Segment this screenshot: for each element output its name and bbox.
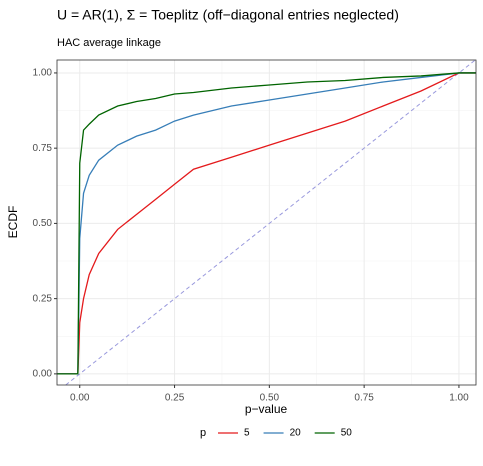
y-tick-label: 0.50 bbox=[33, 218, 53, 229]
x-tick-label: 1.00 bbox=[449, 393, 469, 404]
x-tick-label: 0.50 bbox=[260, 393, 280, 404]
chart-subtitle: HAC average linkage bbox=[57, 37, 161, 49]
legend-label: 5 bbox=[244, 428, 250, 439]
legend-title: p bbox=[200, 427, 206, 439]
legend-label: 20 bbox=[290, 428, 302, 439]
chart-title: U = AR(1), Σ = Toeplitz (off−diagonal en… bbox=[57, 7, 399, 23]
x-tick-label: 0.25 bbox=[165, 393, 185, 404]
ecdf-line bbox=[57, 72, 476, 375]
legend-label: 50 bbox=[341, 428, 353, 439]
panel-border bbox=[56, 59, 477, 386]
ecdf-line bbox=[57, 72, 476, 375]
x-tick-label: 0.00 bbox=[70, 393, 90, 404]
y-tick-label: 0.00 bbox=[33, 369, 53, 380]
x-axis-label: p−value bbox=[245, 402, 288, 416]
x-tick-label: 0.75 bbox=[354, 393, 374, 404]
ecdf-line bbox=[57, 72, 476, 375]
reference-line bbox=[65, 59, 476, 386]
y-tick-label: 1.00 bbox=[33, 68, 53, 79]
y-tick-label: 0.75 bbox=[33, 143, 53, 154]
y-axis-label: ECDF bbox=[6, 206, 20, 239]
y-tick-label: 0.25 bbox=[33, 293, 53, 304]
